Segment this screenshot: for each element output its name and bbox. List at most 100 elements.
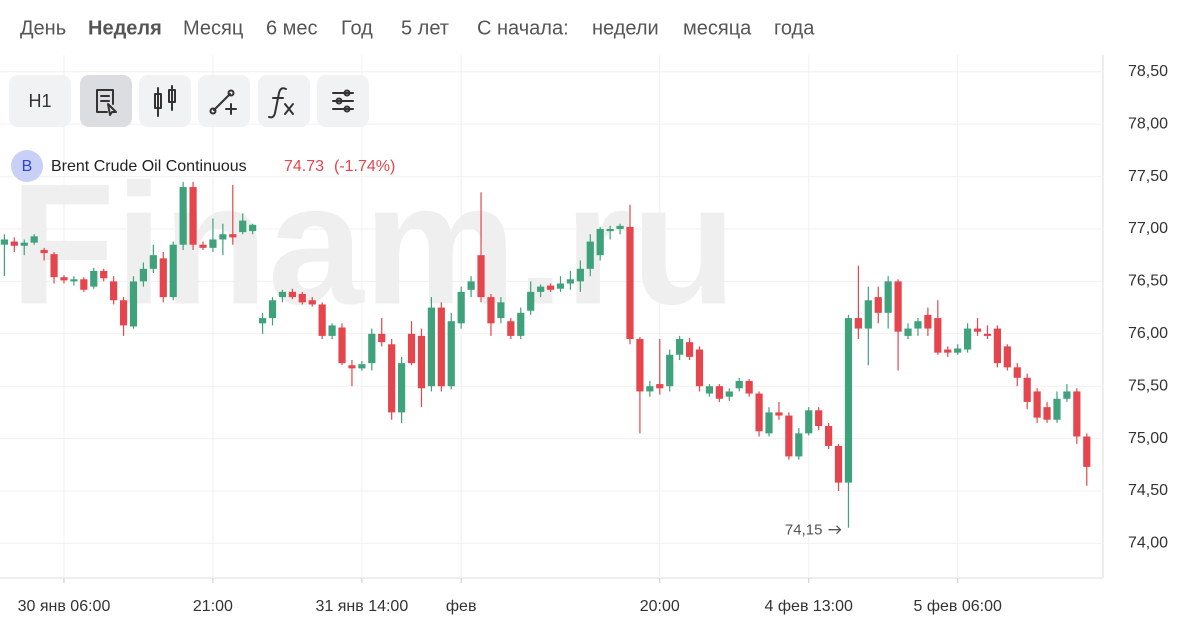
indicator-tool[interactable] xyxy=(258,75,310,127)
period-tab[interactable]: 5 лет xyxy=(401,17,449,39)
legend: B Brent Crude Oil Continuous 74.73 (-1.7… xyxy=(11,150,395,182)
candle-body xyxy=(527,291,535,311)
candle-body xyxy=(268,300,277,319)
candle-body xyxy=(785,415,793,457)
candle-body xyxy=(715,386,723,399)
candle-body xyxy=(239,220,247,233)
candle-body xyxy=(576,268,584,282)
y-tick-label: 78,00 xyxy=(1128,115,1168,132)
interval-label: H1 xyxy=(28,91,51,111)
x-tick-label: 21:00 xyxy=(193,598,233,615)
candle-body xyxy=(834,445,843,483)
y-tick-label: 76,00 xyxy=(1128,325,1168,342)
x-tick-label: фев xyxy=(446,598,477,615)
candle-body xyxy=(398,363,406,413)
candle-body xyxy=(586,241,594,269)
period-tab[interactable]: День xyxy=(20,17,66,39)
y-tick-label: 77,00 xyxy=(1128,220,1168,237)
candle-body xyxy=(388,344,396,413)
candle-body xyxy=(477,255,485,298)
candle-body xyxy=(1013,367,1021,378)
candle-body xyxy=(685,342,694,357)
since-tab[interactable]: месяца xyxy=(683,17,752,39)
candle-body xyxy=(676,339,684,355)
draw-icon xyxy=(213,93,237,115)
candle-body xyxy=(973,328,982,332)
candle-body xyxy=(30,236,38,243)
candle-body xyxy=(537,286,545,292)
candle-body xyxy=(507,321,515,336)
candle-body xyxy=(795,433,803,457)
candle-body xyxy=(417,335,426,389)
candle-tool[interactable] xyxy=(139,75,191,127)
draw-icon-dot xyxy=(227,89,235,97)
candle-body xyxy=(596,228,604,256)
x-tick-label: 4 фев 13:00 xyxy=(765,598,853,615)
candle-body xyxy=(10,241,18,246)
candle-body xyxy=(119,300,128,326)
instrument-name: Brent Crude Oil Continuous xyxy=(51,158,247,175)
candle-body xyxy=(447,321,455,387)
low-annotation: 74,15 xyxy=(785,522,823,539)
candle-body xyxy=(199,244,207,248)
y-tick-label: 78,50 xyxy=(1128,63,1168,80)
interval-button[interactable] xyxy=(9,75,71,127)
period-tab[interactable]: 6 мес xyxy=(266,17,318,39)
candle-body xyxy=(844,318,853,483)
candle-body xyxy=(944,349,952,353)
since-tab[interactable]: недели xyxy=(592,17,659,39)
candle-body xyxy=(258,318,267,324)
candle-body xyxy=(427,307,435,387)
annotation-arrow xyxy=(828,525,842,535)
candle-body xyxy=(318,304,326,336)
candle-body xyxy=(705,386,714,394)
y-tick-label: 76,50 xyxy=(1128,273,1168,290)
candle-body xyxy=(169,244,177,298)
candle-body xyxy=(497,302,505,319)
candle-body xyxy=(745,380,753,394)
candle-body xyxy=(546,285,555,290)
candle-body xyxy=(20,242,28,246)
candle-body xyxy=(100,270,108,279)
candle-body xyxy=(437,307,445,387)
candle-body xyxy=(735,380,743,389)
y-tick-label: 74,00 xyxy=(1128,535,1168,552)
candle-body xyxy=(983,333,992,336)
y-tick-label: 77,50 xyxy=(1128,168,1168,185)
x-tick-label: 5 фев 06:00 xyxy=(913,598,1001,615)
candle-body xyxy=(805,410,813,434)
period-tab[interactable]: Неделя xyxy=(88,17,162,39)
candle-body xyxy=(467,281,475,290)
candle-body xyxy=(348,365,356,369)
candle-body xyxy=(80,279,88,290)
candle-body xyxy=(765,412,773,434)
candle-body xyxy=(695,349,704,387)
candle-body xyxy=(110,281,118,301)
period-tab[interactable]: Год xyxy=(341,17,373,39)
settings-knob xyxy=(335,97,343,105)
since-tab[interactable]: года xyxy=(774,17,815,39)
candle-icon xyxy=(154,85,176,117)
candle-body xyxy=(179,187,187,245)
candle-body xyxy=(874,297,882,313)
candle-body xyxy=(815,410,823,427)
candle-body xyxy=(189,187,197,245)
candle-body xyxy=(1053,398,1061,420)
candle-body xyxy=(249,224,257,232)
draw-icon-dot xyxy=(209,107,217,115)
settings-knob xyxy=(343,105,351,113)
candle-body xyxy=(298,293,306,303)
candle-body xyxy=(328,325,336,336)
candle-body xyxy=(139,268,148,282)
candle-body xyxy=(755,393,763,432)
candle-body xyxy=(556,283,565,289)
candle-body xyxy=(129,281,138,327)
candle-body xyxy=(308,300,316,305)
candle-body xyxy=(1083,436,1091,467)
candle-body xyxy=(407,333,416,364)
candle-body xyxy=(864,300,872,329)
period-tab[interactable]: Месяц xyxy=(183,17,243,39)
candle-body xyxy=(487,297,495,324)
candle-body xyxy=(606,228,614,232)
